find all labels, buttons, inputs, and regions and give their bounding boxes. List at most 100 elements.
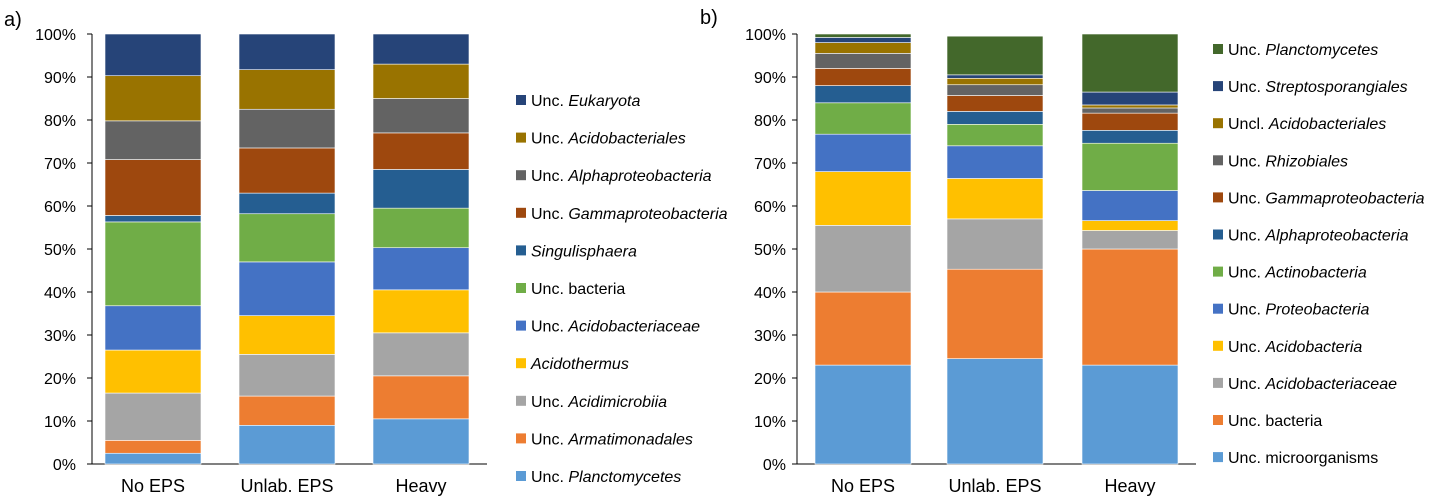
bar-segment xyxy=(814,133,912,172)
bar-segment xyxy=(946,111,1044,125)
bar-segment xyxy=(238,354,336,397)
legend-swatch xyxy=(516,207,526,218)
y-tick-label: 30% xyxy=(44,328,76,345)
legend-swatch xyxy=(1213,155,1223,166)
bar-segment xyxy=(238,33,336,70)
bar-segment xyxy=(238,147,336,194)
legend-swatch xyxy=(1213,44,1223,54)
legend-label: Unc. microorganisms xyxy=(1228,450,1378,467)
bar-segment xyxy=(1081,190,1179,221)
bar-segment xyxy=(814,102,912,135)
y-tick-label: 0% xyxy=(53,457,76,474)
legend-swatch xyxy=(1213,192,1223,203)
x-category-label: No EPS xyxy=(121,476,185,496)
y-tick-label: 0% xyxy=(763,457,786,474)
y-tick-label: 100% xyxy=(745,27,786,44)
bar-segment xyxy=(372,132,470,170)
y-tick-label: 60% xyxy=(44,199,76,216)
legend-swatch xyxy=(516,245,526,256)
bar-segment xyxy=(104,349,202,394)
x-category-label: Heavy xyxy=(1104,476,1155,496)
bar-segment xyxy=(1081,364,1179,465)
legend-label: Unc. Streptosporangiales xyxy=(1228,79,1408,96)
y-tick-label: 10% xyxy=(754,414,786,431)
bar-segment xyxy=(814,68,912,86)
bar-segment xyxy=(104,159,202,216)
bar-segment xyxy=(814,171,912,226)
y-tick-label: 60% xyxy=(754,199,786,216)
y-tick-label: 70% xyxy=(754,156,786,173)
y-tick-label: 20% xyxy=(44,371,76,388)
chart-panel-a: a) 0% 10% 20% 30% 40% 50% 60% 70% 80% 90% 100% No EP… xyxy=(4,9,728,496)
legend-swatch xyxy=(516,170,526,181)
legend-label: Unc. Rhizobiales xyxy=(1228,153,1348,170)
bar-segment xyxy=(946,77,1044,86)
bar-segment xyxy=(946,124,1044,147)
bar-segment xyxy=(372,247,470,291)
legend-label: Unc. bacteria xyxy=(531,281,625,298)
bar-segment xyxy=(946,35,1044,76)
bar-segment xyxy=(372,375,470,420)
bar-segment xyxy=(238,213,336,263)
y-tick-label: 80% xyxy=(754,113,786,130)
y-tick-label: 40% xyxy=(44,285,76,302)
legend-swatch xyxy=(1213,303,1223,314)
legend-swatch xyxy=(516,433,526,444)
y-tick-label: 90% xyxy=(44,70,76,87)
legend-swatch xyxy=(1213,415,1223,425)
bar-segment xyxy=(946,84,1044,96)
bar-segment xyxy=(946,74,1044,79)
legend-swatch xyxy=(516,320,526,331)
bar-segment xyxy=(372,207,470,249)
legend-label: Singulisphaera xyxy=(531,243,637,260)
legend-label: Unc. Acidobacteriaceae xyxy=(531,319,700,336)
y-tick-label: 30% xyxy=(754,328,786,345)
legend-label: Unc. Armatimonadales xyxy=(531,431,693,448)
bar-segment xyxy=(946,178,1044,220)
bar-segment xyxy=(1081,107,1179,114)
legend-swatch xyxy=(1213,118,1223,129)
bar-segment xyxy=(1081,33,1179,93)
bar-segment xyxy=(372,332,470,377)
bar-segment xyxy=(238,108,336,149)
legend-label: Unc. Gammaproteobacteria xyxy=(1228,190,1425,207)
bar-segment xyxy=(104,215,202,223)
legend-swatch xyxy=(516,95,526,105)
bar-segment xyxy=(238,315,336,355)
legend-swatch xyxy=(516,132,526,143)
legend-label: Unc. Gammaproteobacteria xyxy=(531,206,728,223)
bar-segment xyxy=(104,392,202,441)
legend-swatch xyxy=(1213,340,1223,351)
legend-label: Unc. bacteria xyxy=(1228,413,1322,430)
bar-segment xyxy=(104,452,202,465)
bar-segment xyxy=(104,305,202,351)
legend-label: Unc. Eukaryota xyxy=(531,93,640,110)
legend-swatch xyxy=(516,283,526,293)
bar-segment xyxy=(814,364,912,465)
bar-segment xyxy=(946,145,1044,179)
bar-segment xyxy=(814,33,912,38)
bar-segment xyxy=(372,33,470,65)
bar-segment xyxy=(372,289,470,334)
bar-segment xyxy=(104,440,202,454)
bar-segment xyxy=(238,69,336,110)
legend-swatch xyxy=(516,395,526,406)
legend-swatch xyxy=(1213,229,1223,240)
bar-segment xyxy=(372,63,470,99)
x-category-label: Unlab. EPS xyxy=(240,476,333,496)
y-tick-label: 80% xyxy=(44,113,76,130)
legend-label: Unc. Alphaproteobacteria xyxy=(531,168,712,185)
bar-segment xyxy=(814,53,912,69)
legend-label: Unc. Acidobacteriaceae xyxy=(1228,376,1397,393)
bar-segment xyxy=(814,42,912,54)
legend-swatch xyxy=(516,471,526,481)
x-category-label: No EPS xyxy=(831,476,895,496)
bar-segment xyxy=(814,85,912,104)
legend-swatch xyxy=(1213,377,1223,388)
bar-segment xyxy=(946,218,1044,270)
y-tick-label: 10% xyxy=(44,414,76,431)
legend-label: Unc. Actinobacteria xyxy=(1228,265,1367,282)
chart-panel-b: b) 0% 10% 20% 30% 40% 50% 60% 70% 80% 90% 100% No EP… xyxy=(700,7,1425,496)
x-category-label: Unlab. EPS xyxy=(948,476,1041,496)
